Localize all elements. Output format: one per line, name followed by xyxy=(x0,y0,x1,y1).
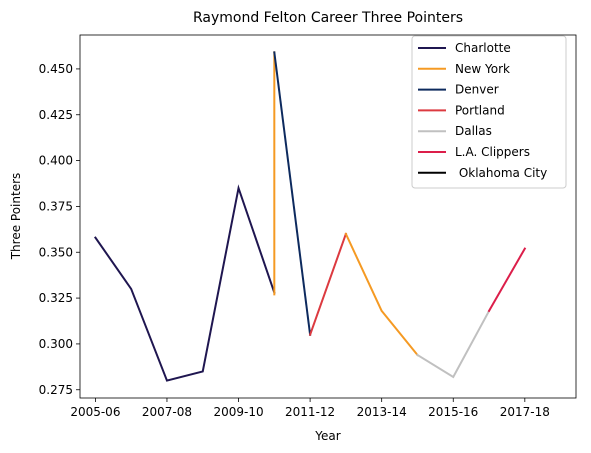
series-line-0 xyxy=(93,184,276,382)
x-tick-label: 2013-14 xyxy=(357,405,407,419)
y-tick-label: 0.325 xyxy=(39,291,73,305)
legend: Charlotte New York Denver Portland Dallas L.A… xyxy=(411,35,567,189)
series-line-5 xyxy=(416,309,491,379)
y-tick-label: 0.350 xyxy=(39,245,73,259)
legend-label: Oklahoma City xyxy=(455,166,547,180)
y-axis: 0.275 0.300 0.325 0.350 0.375 0.400 0.425 0.450 xyxy=(39,62,80,397)
y-tick-label: 0.450 xyxy=(39,62,73,76)
plot-lines xyxy=(93,51,527,382)
legend-label: Portland xyxy=(455,103,505,117)
y-axis-label: Three Pointers xyxy=(9,173,23,261)
legend-box xyxy=(411,35,567,189)
legend-label: L.A. Clippers xyxy=(455,145,530,159)
y-tick-label: 0.275 xyxy=(39,383,73,397)
y-tick-label: 0.300 xyxy=(39,337,73,351)
x-tick-label: 2015-16 xyxy=(428,405,478,419)
series-line-6 xyxy=(487,247,527,313)
y-tick-label: 0.400 xyxy=(39,154,73,168)
series-line-3 xyxy=(308,232,348,337)
x-tick-label: 2011-12 xyxy=(285,405,335,419)
x-tick-label: 2007-08 xyxy=(142,405,192,419)
x-axis: 2005-06 2007-08 2009-10 2011-12 2013-14 2015-… xyxy=(70,398,550,419)
x-tick-label: 2017-18 xyxy=(500,405,550,419)
series-line-2 xyxy=(273,51,312,336)
chart-title: Raymond Felton Career Three Pointers xyxy=(193,10,463,26)
series-line-4 xyxy=(344,232,419,357)
y-tick-label: 0.425 xyxy=(39,108,73,122)
legend-label: New York xyxy=(455,62,510,76)
x-axis-label: Year xyxy=(314,429,340,443)
x-tick-label: 2005-06 xyxy=(70,405,120,419)
legend-label: Dallas xyxy=(455,124,492,138)
legend-label: Denver xyxy=(455,83,499,97)
legend-label: Charlotte xyxy=(455,41,511,55)
plot-frame xyxy=(79,34,577,399)
y-tick-label: 0.375 xyxy=(39,199,73,213)
x-tick-label: 2009-10 xyxy=(213,405,263,419)
